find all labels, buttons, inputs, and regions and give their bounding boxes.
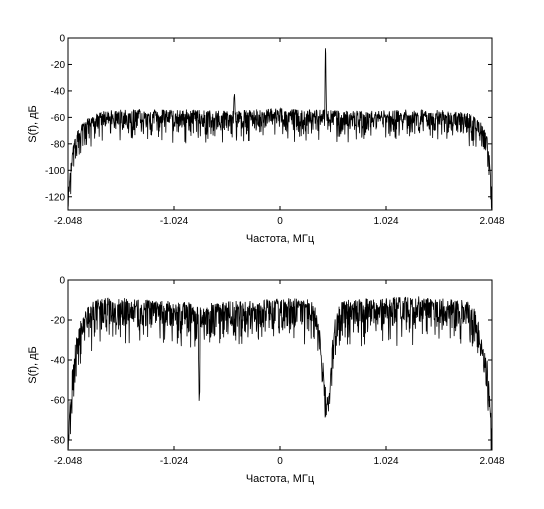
y-tick-label: -60 bbox=[51, 113, 66, 124]
bottom-x-ticks: -2.048 -1.024 0 1.024 2.048 bbox=[54, 280, 505, 467]
y-tick-label: 0 bbox=[59, 34, 65, 45]
bottom-spectrum-plot: -2.048 -1.024 0 1.024 2.048 0 -20 -40 -60 -80 Ча… bbox=[27, 276, 505, 486]
top-x-axis-label: Частота, МГц bbox=[246, 233, 315, 245]
y-tick-label: -100 bbox=[45, 166, 65, 177]
x-tick-label: -2.048 bbox=[54, 216, 83, 227]
y-tick-label: -20 bbox=[51, 316, 66, 327]
x-tick-label: 1.024 bbox=[373, 456, 398, 467]
y-tick-label: -40 bbox=[51, 356, 66, 367]
x-tick-label: 0 bbox=[277, 216, 283, 227]
x-tick-label: 2.048 bbox=[479, 216, 504, 227]
y-tick-label: -20 bbox=[51, 60, 66, 71]
top-y-ticks: 0 -20 -40 -60 -80 -100 -120 bbox=[45, 34, 492, 203]
x-tick-label: -1.024 bbox=[160, 216, 189, 227]
top-spectrum-trace bbox=[67, 48, 493, 211]
y-tick-label: -80 bbox=[51, 139, 66, 150]
bottom-spectrum-trace bbox=[67, 296, 493, 451]
bottom-y-ticks: 0 -20 -40 -60 -80 bbox=[51, 276, 492, 447]
x-tick-label: -2.048 bbox=[54, 456, 83, 467]
y-tick-label: -60 bbox=[51, 396, 66, 407]
y-tick-label: -80 bbox=[51, 436, 66, 447]
x-tick-label: 0 bbox=[277, 456, 283, 467]
x-tick-label: -1.024 bbox=[160, 456, 189, 467]
bottom-y-axis-label: S(f), дБ bbox=[27, 346, 39, 383]
top-spectrum-plot: -2.048 -1.024 0 1.024 2.048 0 -20 -40 -60 -80 -10… bbox=[27, 34, 505, 246]
y-tick-label: -40 bbox=[51, 86, 66, 97]
top-x-ticks: -2.048 -1.024 0 1.024 2.048 bbox=[54, 38, 505, 227]
y-tick-label: 0 bbox=[59, 276, 65, 287]
top-plot-frame bbox=[67, 37, 493, 211]
top-y-axis-label: S(f), дБ bbox=[27, 105, 39, 142]
x-tick-label: 1.024 bbox=[373, 216, 398, 227]
x-tick-label: 2.048 bbox=[479, 456, 504, 467]
y-tick-label: -120 bbox=[45, 192, 65, 203]
bottom-x-axis-label: Частота, МГц bbox=[246, 473, 315, 485]
